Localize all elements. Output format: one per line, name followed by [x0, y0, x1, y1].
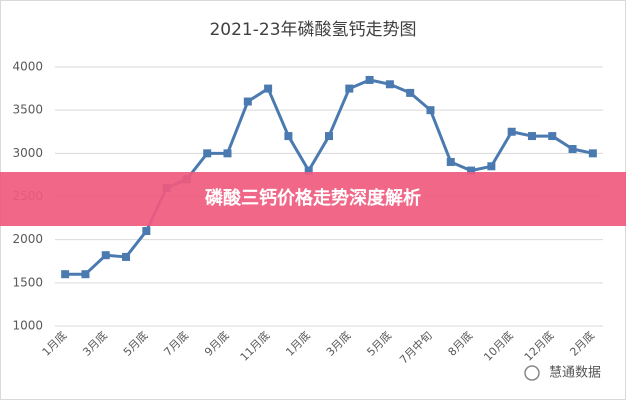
marker	[223, 149, 232, 158]
marker	[264, 84, 273, 93]
marker	[243, 97, 252, 106]
marker	[345, 84, 354, 93]
marker	[142, 227, 151, 236]
banner	[0, 172, 626, 226]
marker	[467, 166, 476, 175]
wechat-icon	[524, 365, 540, 381]
marker	[365, 75, 374, 84]
y-tick-label: 2000	[12, 232, 43, 246]
marker	[61, 270, 70, 279]
marker	[325, 132, 333, 141]
marker	[507, 127, 516, 136]
marker	[304, 166, 313, 175]
chart-title: 2021-23年磷酸氢钙走势图	[209, 20, 416, 40]
marker	[487, 162, 496, 171]
y-tick-label: 3000	[12, 146, 43, 160]
y-tick-label: 1500	[12, 275, 43, 289]
marker	[426, 106, 435, 115]
watermark: 慧通数据	[549, 365, 601, 381]
marker	[568, 145, 577, 154]
marker	[527, 132, 536, 141]
marker	[122, 252, 131, 261]
marker	[548, 132, 557, 141]
marker	[101, 251, 110, 260]
y-tick-label: 4000	[12, 60, 43, 74]
banner-text: 磷酸三钙价格走势深度解析	[205, 187, 421, 209]
marker	[81, 270, 90, 279]
marker	[203, 149, 212, 158]
y-tick-label: 3500	[12, 103, 43, 117]
marker	[385, 80, 394, 89]
y-tick-label: 1000	[12, 319, 43, 333]
marker	[406, 88, 415, 97]
marker	[284, 132, 293, 141]
marker	[446, 157, 455, 166]
marker	[588, 149, 597, 158]
